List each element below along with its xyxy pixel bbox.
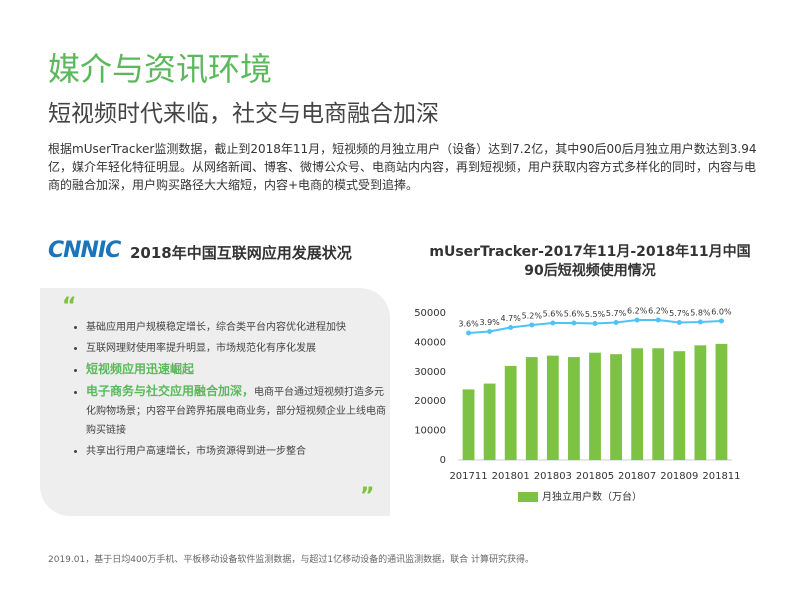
- panel-title: 2018年中国互联网应用发展状况: [130, 244, 352, 262]
- bullet: 基础应用用户规模稳定增长，综合类平台内容优化进程加快: [86, 318, 386, 337]
- y-tick-label: 0: [440, 455, 446, 466]
- x-tick-label: 201805: [576, 471, 614, 482]
- bar: [483, 383, 496, 460]
- logo: CNNIC: [48, 238, 121, 263]
- chart-title: mUserTracker-2017年11月-2018年11月中国 90后短视频使用…: [429, 243, 750, 279]
- bullet: 共享出行用户高速增长，市场资源得到进一步整合: [86, 442, 386, 461]
- data-label: 5.2%: [522, 312, 543, 321]
- bullet: 短视频应用迅速崛起: [86, 360, 386, 380]
- bullet-text: 共享出行用户高速增长，市场资源得到进一步整合: [86, 446, 306, 457]
- x-tick-label: 201803: [534, 471, 572, 482]
- subtitle: 短视频时代来临，社交与电商融合加深: [48, 101, 439, 127]
- bullet-text: 电商平台通过短视频打造多元化购物场景；内容平台跨界拓展电商业务，部分短视频企业上…: [86, 387, 386, 436]
- legend-swatch: [518, 492, 538, 502]
- line-point: [571, 320, 577, 326]
- bullet-text: 互联网理财使用率提升明显，市场规范化有序化发展: [86, 343, 316, 354]
- bar: [568, 357, 580, 460]
- data-label: 4.7%: [501, 314, 522, 323]
- bullet: 互联网理财使用率提升明显，市场规范化有序化发展: [86, 339, 386, 358]
- bar: [652, 348, 665, 460]
- line-point: [613, 320, 619, 325]
- paragraph: 根据mUserTracker监测数据，截止到2018年11月，短视频的月独立用户…: [48, 142, 757, 192]
- y-tick-label: 20000: [414, 396, 446, 407]
- data-label: 5.6%: [564, 310, 585, 319]
- line-point: [592, 321, 598, 326]
- quote-mark: “: [62, 294, 77, 319]
- bar: [525, 357, 538, 460]
- bar: [589, 352, 601, 460]
- data-label: 5.8%: [690, 309, 711, 318]
- line-point: [718, 318, 724, 324]
- x-tick-label: 201811: [702, 471, 740, 482]
- panel: [40, 288, 390, 516]
- bar: [715, 343, 728, 460]
- data-label: 5.5%: [585, 310, 606, 319]
- x-tick-label: 201801: [492, 471, 530, 482]
- bar: [694, 345, 707, 460]
- legend-label: 月独立用户数（万台）: [542, 490, 642, 503]
- y-tick-label: 10000: [414, 426, 446, 437]
- data-label: 5.6%: [543, 310, 564, 319]
- data-label: 6.2%: [627, 307, 648, 316]
- y-tick-label: 40000: [414, 337, 446, 348]
- line-point: [529, 322, 535, 328]
- data-label: 5.7%: [669, 309, 690, 318]
- bar: [546, 355, 559, 460]
- x-tick-label: 201711: [449, 471, 487, 482]
- bar: [462, 389, 475, 460]
- x-tick-label: 201809: [660, 471, 698, 482]
- line-point: [550, 320, 556, 326]
- bullet-list: 基础应用用户规模稳定增长，综合类平台内容优化进程加快互联网理财使用率提升明显，市…: [72, 318, 386, 463]
- bar: [631, 348, 644, 460]
- data-label: 6.0%: [711, 308, 732, 317]
- line-point: [676, 320, 682, 325]
- data-label: 5.7%: [606, 309, 627, 318]
- line-point: [634, 317, 640, 323]
- data-label: 3.9%: [479, 318, 500, 327]
- data-label: 6.2%: [648, 307, 669, 316]
- footer: 2019.01，基于日均400万手机、平板移动设备软件监测数据，与超过1亿移动设…: [48, 555, 534, 565]
- data-label: 3.6%: [458, 320, 479, 329]
- bullet-highlight: 电子商务与社交应用融合加深，: [86, 384, 255, 398]
- quote-mark: ”: [360, 484, 375, 509]
- title: 媒介与资讯环境: [48, 50, 273, 88]
- bullet-text: 基础应用用户规模稳定增长，综合类平台内容优化进程加快: [86, 322, 346, 333]
- bar: [504, 365, 517, 460]
- bullet-highlight: 短视频应用迅速崛起: [86, 362, 195, 376]
- bullet: 电子商务与社交应用融合加深，电商平台通过短视频打造多元化购物场景；内容平台跨界拓…: [86, 382, 386, 440]
- bar: [610, 354, 622, 460]
- line-point: [655, 317, 661, 323]
- line-point: [697, 319, 703, 325]
- bar: [673, 351, 686, 460]
- line-point: [508, 325, 514, 330]
- y-tick-label: 50000: [414, 308, 446, 319]
- line-point: [487, 329, 493, 334]
- x-tick-label: 201807: [618, 471, 656, 482]
- line-point: [466, 330, 472, 336]
- y-tick-label: 30000: [414, 367, 446, 378]
